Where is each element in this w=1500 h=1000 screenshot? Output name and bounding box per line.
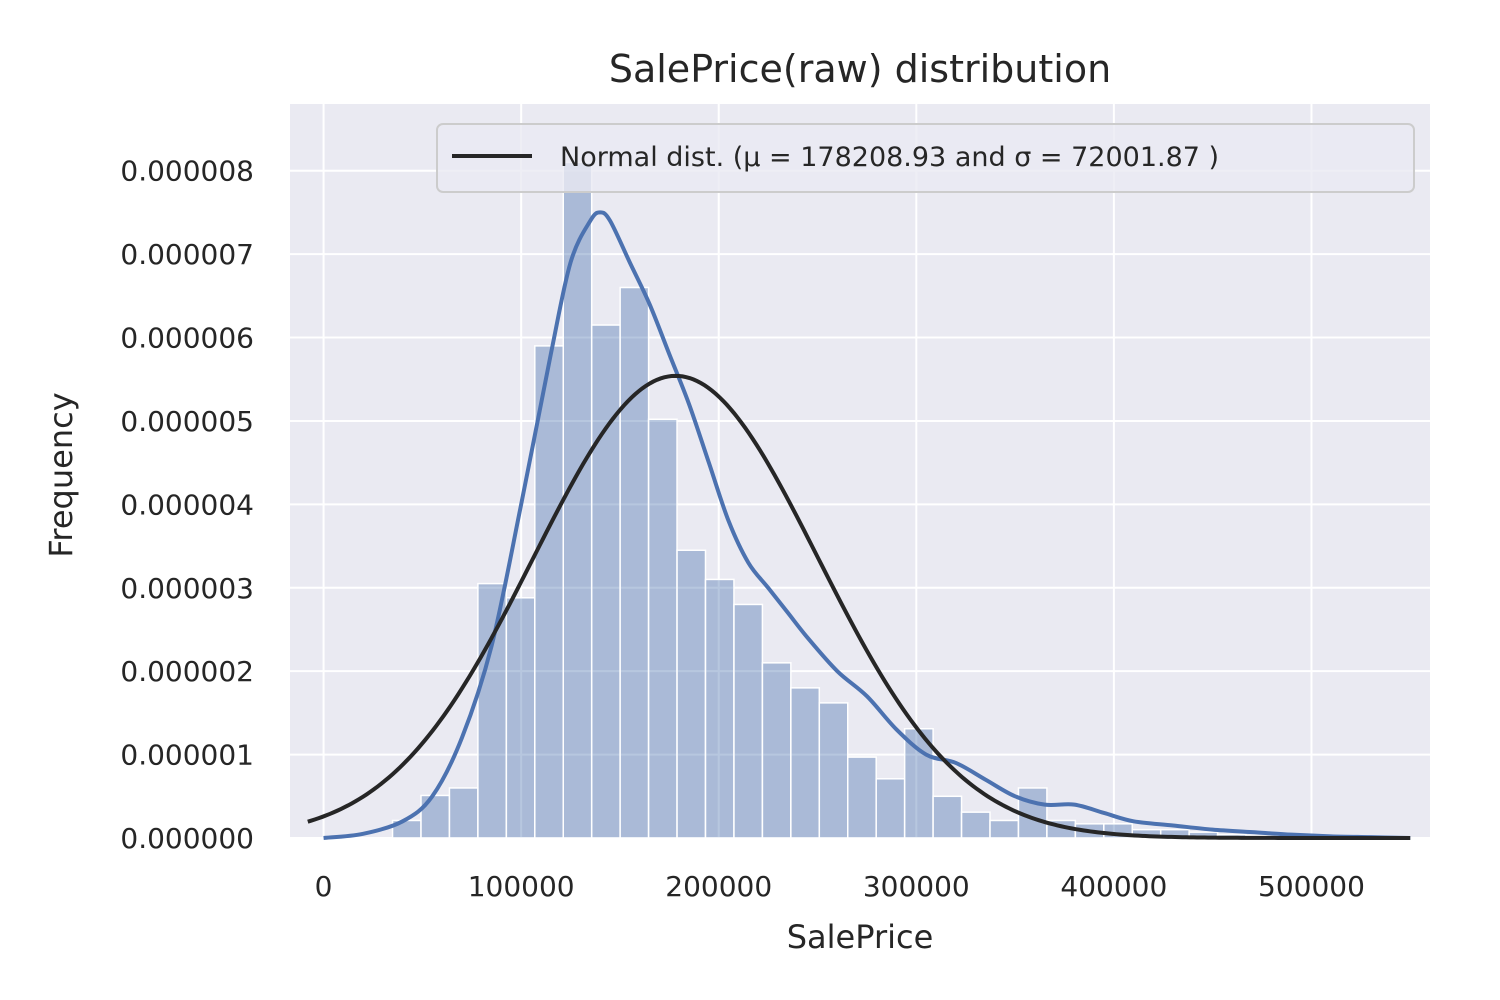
x-tick-label: 400000 (1060, 870, 1167, 903)
histogram-bar (676, 549, 707, 839)
x-tick-label: 200000 (665, 870, 772, 903)
chart-title: SalePrice(raw) distribution (609, 47, 1111, 91)
histogram-bar (960, 811, 991, 839)
histogram-bar (420, 794, 451, 839)
grid (290, 104, 1430, 839)
legend-label-normal: Normal dist. (μ = 178208.93 and σ = 7200… (560, 142, 1219, 173)
histogram-bar (932, 795, 963, 839)
histogram-bar (790, 687, 821, 839)
plot-lines (307, 210, 1411, 840)
y-axis-ticks: 0.000000 0.000001 0.000002 0.000003 0.000004… (120, 155, 254, 855)
y-tick-label: 0.000006 (120, 322, 254, 355)
x-tick-label: 300000 (863, 870, 970, 903)
y-tick-label: 0.000003 (120, 572, 254, 605)
histogram-bar (647, 418, 678, 839)
histogram-bar (704, 578, 735, 839)
y-tick-label: 0.000005 (120, 405, 254, 438)
x-axis-ticks: 0 100000 200000 300000 400000 500000 (315, 870, 1365, 903)
legend: Normal dist. (μ = 178208.93 and σ = 7200… (436, 123, 1415, 193)
histogram-bar (505, 597, 536, 839)
histogram-bar (847, 756, 877, 839)
histogram-bar (761, 662, 792, 839)
x-axis-label: SalePrice (787, 918, 934, 956)
histogram-bar (619, 286, 650, 839)
plot-area (290, 104, 1430, 838)
histogram-bar (590, 324, 621, 839)
x-tick-label: 0 (315, 870, 333, 903)
kde-line (323, 210, 1411, 840)
histogram-bar (448, 787, 479, 839)
y-tick-label: 0.000001 (120, 739, 254, 772)
histogram-bar (733, 603, 764, 839)
histogram-bar (875, 778, 906, 839)
histogram-bar (562, 161, 593, 839)
y-tick-label: 0.000004 (120, 488, 254, 521)
x-tick-label: 500000 (1258, 870, 1365, 903)
y-tick-label: 0.000002 (120, 655, 254, 688)
histogram-bar (989, 819, 1020, 839)
histogram-bar (818, 702, 849, 839)
normal-fit-line (307, 373, 1411, 840)
y-tick-label: 0.000007 (120, 238, 254, 271)
y-axis-label: Frequency (42, 392, 80, 557)
y-tick-label: 0.000000 (120, 822, 254, 855)
legend-box (436, 123, 1415, 193)
y-tick-label: 0.000008 (120, 155, 254, 188)
x-tick-label: 100000 (468, 870, 575, 903)
